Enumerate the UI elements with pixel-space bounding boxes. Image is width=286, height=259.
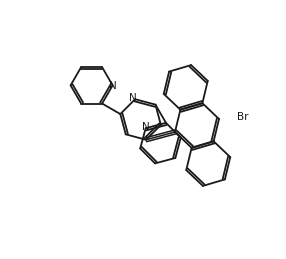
Text: N: N bbox=[142, 122, 150, 132]
Text: N: N bbox=[129, 93, 137, 103]
Text: Br: Br bbox=[237, 112, 249, 122]
Text: N: N bbox=[109, 81, 116, 91]
